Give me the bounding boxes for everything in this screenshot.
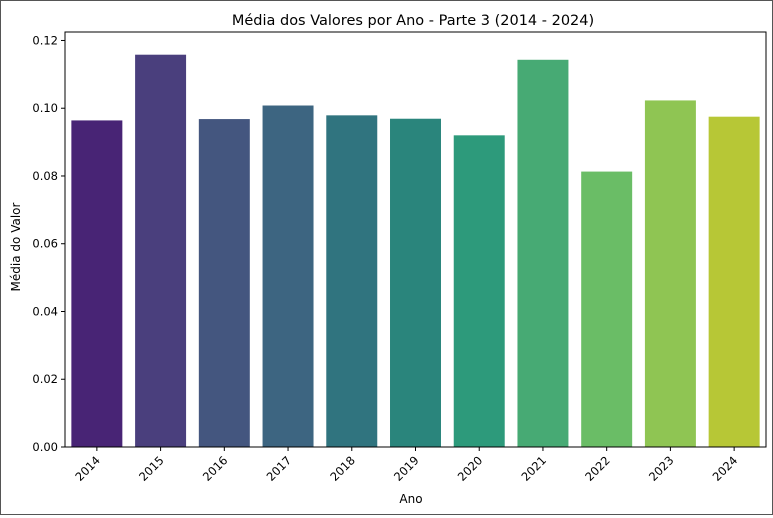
x-tick-label: 2020 (455, 453, 486, 484)
bar-2018 (326, 115, 378, 447)
y-axis-label: Média do Valor (9, 203, 23, 292)
bar-2017 (262, 105, 314, 447)
x-tick-label: 2022 (582, 453, 613, 484)
bar-2020 (453, 135, 505, 447)
x-axis-label: Ano (399, 492, 422, 506)
bar-2016 (198, 119, 250, 447)
y-tick-label: 0.00 (32, 440, 58, 454)
bar-2022 (581, 171, 633, 447)
x-tick-label: 2019 (391, 453, 422, 484)
x-axis: 2014 2015 2016 2017 2018 2019 2020 2021 2022 2023… (72, 447, 740, 484)
x-tick-label: 2014 (72, 453, 103, 484)
bar-2021 (517, 59, 569, 447)
y-axis: 0.00 0.02 0.04 0.06 0.08 0.10 0.12 (32, 33, 65, 454)
y-tick-label: 0.08 (32, 169, 58, 183)
bar-2015 (135, 54, 187, 447)
x-tick-label: 2023 (646, 453, 677, 484)
x-tick-label: 2017 (264, 453, 295, 484)
y-tick-label: 0.10 (32, 101, 58, 115)
y-tick-label: 0.02 (32, 372, 58, 386)
bar-2023 (644, 100, 696, 448)
y-tick-label: 0.04 (32, 304, 58, 318)
y-tick-label: 0.06 (32, 237, 58, 251)
chart-title: Média dos Valores por Ano - Parte 3 (201… (232, 13, 594, 29)
bar-2014 (71, 120, 123, 448)
x-tick-label: 2015 (136, 453, 167, 484)
x-tick-label: 2024 (710, 453, 741, 484)
x-tick-label: 2016 (200, 453, 231, 484)
bar-2024 (708, 116, 760, 447)
x-tick-label: 2021 (518, 453, 549, 484)
y-tick-label: 0.12 (32, 33, 58, 47)
bar-2019 (390, 118, 441, 447)
x-tick-label: 2018 (327, 453, 358, 484)
plot-area (64, 31, 767, 448)
